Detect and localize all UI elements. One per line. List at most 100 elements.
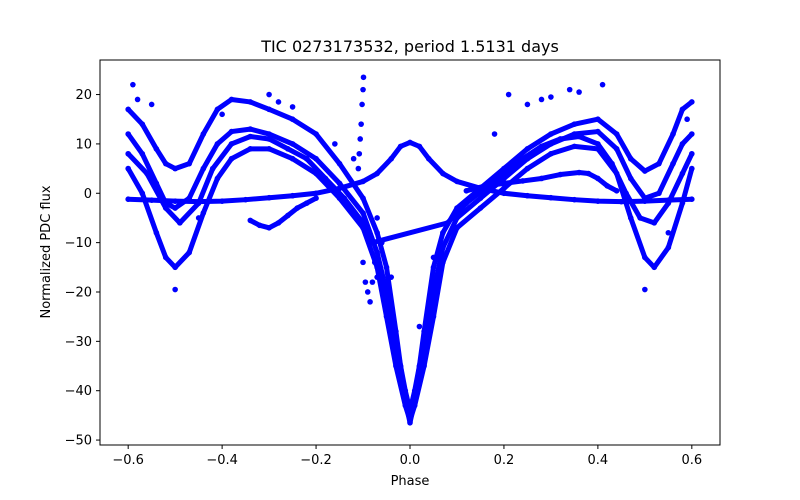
data-point — [519, 155, 526, 162]
data-point — [613, 146, 620, 152]
data-point — [557, 136, 564, 142]
data-point — [613, 131, 620, 137]
data-point — [538, 143, 545, 150]
data-point — [371, 259, 378, 266]
data-point — [656, 160, 662, 167]
data-point — [411, 402, 418, 409]
data-point — [374, 274, 380, 280]
data-point — [332, 141, 338, 147]
data-point — [172, 198, 178, 204]
data-point — [247, 217, 254, 224]
data-point — [548, 194, 554, 201]
data-point — [247, 99, 254, 105]
data-point — [148, 197, 155, 203]
data-point — [524, 146, 531, 152]
data-point — [642, 195, 648, 202]
data-point — [524, 101, 531, 108]
data-point — [186, 249, 193, 256]
data-point — [374, 249, 380, 256]
data-point — [266, 225, 272, 231]
data-point — [383, 313, 390, 320]
data-point — [463, 200, 470, 206]
data-point — [548, 131, 554, 137]
data-point — [637, 215, 643, 221]
y-tick-label: −40 — [65, 384, 92, 399]
data-point — [595, 175, 601, 182]
data-point — [501, 180, 507, 187]
data-point — [336, 180, 343, 187]
data-point — [303, 200, 310, 206]
data-point — [360, 86, 366, 93]
data-point — [571, 196, 578, 203]
data-point — [350, 155, 357, 162]
chart-title: TIC 0273173532, period 1.5131 days — [260, 37, 559, 56]
data-point — [656, 190, 662, 197]
data-point — [266, 131, 272, 137]
x-axis-ticks: −0.6 −0.4 −0.2 0.0 0.2 0.4 0.6 — [112, 445, 702, 468]
data-point — [383, 289, 390, 295]
data-point — [576, 89, 582, 95]
data-point — [684, 116, 690, 123]
data-series-3 — [125, 126, 695, 414]
data-point — [266, 194, 272, 201]
data-point — [130, 81, 136, 88]
data-point — [651, 220, 658, 226]
data-point — [360, 74, 367, 81]
data-point — [153, 146, 160, 152]
data-point — [266, 136, 272, 142]
data-point — [219, 198, 225, 204]
x-tick-label: 0.0 — [400, 453, 421, 468]
y-tick-label: −50 — [65, 434, 92, 449]
data-point — [162, 205, 169, 211]
data-point — [571, 143, 578, 150]
data-point — [186, 195, 193, 202]
data-point — [313, 190, 319, 197]
data-point — [294, 205, 301, 211]
data-point — [172, 165, 178, 172]
data-point — [289, 141, 296, 147]
x-tick-label: 0.6 — [681, 453, 702, 468]
data-point — [689, 131, 695, 137]
data-point — [144, 170, 150, 177]
data-point — [430, 313, 437, 320]
x-tick-label: −0.4 — [206, 453, 238, 468]
data-point — [289, 192, 296, 199]
data-point — [642, 254, 648, 261]
data-point — [134, 96, 141, 103]
data-point — [322, 175, 329, 182]
data-point — [627, 175, 634, 182]
data-point — [595, 141, 601, 147]
data-point — [679, 200, 686, 206]
data-point — [148, 101, 155, 108]
data-point — [689, 99, 695, 105]
data-point — [393, 363, 399, 369]
data-series-9 — [130, 81, 690, 330]
data-point — [524, 165, 531, 172]
data-point — [125, 196, 131, 202]
data-point — [689, 196, 695, 202]
data-point — [430, 254, 437, 261]
data-point — [519, 178, 526, 184]
data-point — [576, 169, 582, 176]
data-point — [139, 121, 146, 127]
data-point — [214, 141, 221, 147]
data-point — [571, 121, 578, 127]
data-point — [355, 165, 362, 172]
data-point — [214, 106, 221, 113]
data-point — [200, 165, 207, 172]
data-point — [336, 160, 343, 167]
data-point — [374, 215, 380, 221]
data-point — [289, 155, 296, 162]
data-point — [162, 160, 169, 167]
data-point — [369, 279, 376, 285]
data-point — [613, 188, 620, 194]
data-point — [440, 229, 446, 236]
data-point — [440, 259, 446, 266]
data-point — [604, 183, 611, 189]
data-point — [247, 126, 254, 132]
data-point — [275, 99, 282, 105]
data-point — [341, 195, 348, 202]
data-point — [421, 338, 427, 345]
y-axis-ticks: −50 −40 −30 −20 −10 0 10 20 — [65, 88, 100, 449]
